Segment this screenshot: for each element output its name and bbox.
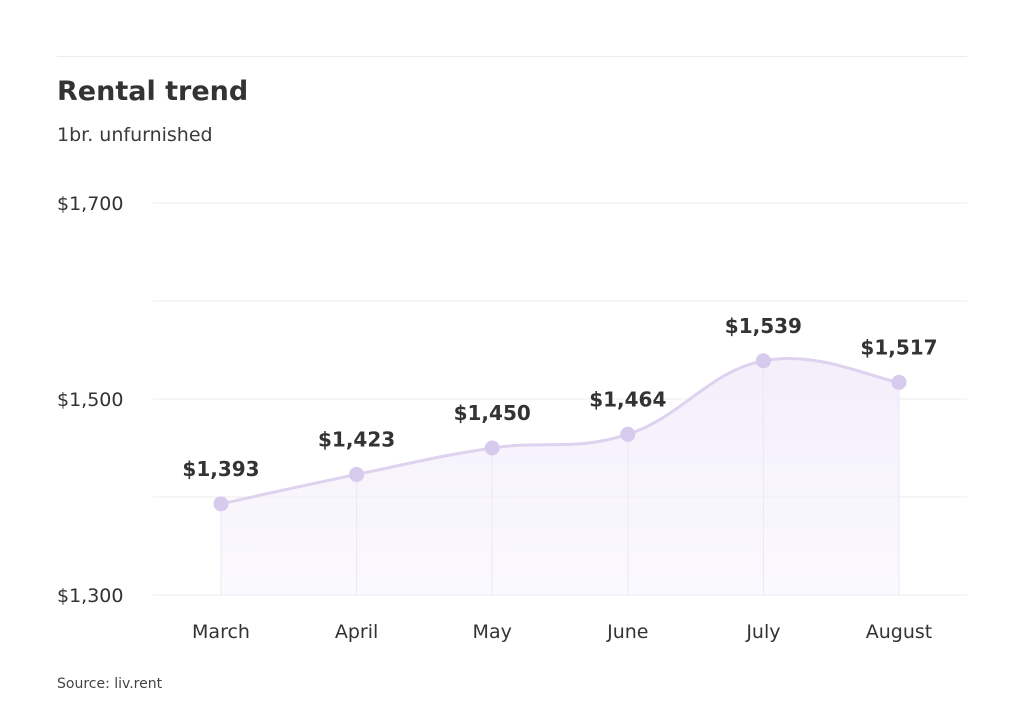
data-label: $1,464 xyxy=(589,387,666,411)
data-label: $1,517 xyxy=(860,335,937,359)
data-point xyxy=(484,440,500,456)
x-tick-label: August xyxy=(866,621,933,643)
y-tick-label: $1,500 xyxy=(57,389,123,411)
area-fill xyxy=(221,358,899,595)
data-point xyxy=(891,374,907,390)
chart-title: Rental trend xyxy=(57,76,249,107)
x-tick-label: April xyxy=(335,621,378,643)
data-point xyxy=(349,466,365,482)
data-label: $1,423 xyxy=(318,427,395,451)
data-point xyxy=(213,496,229,512)
data-label: $1,539 xyxy=(725,314,802,338)
data-point xyxy=(755,353,771,369)
x-tick-label: May xyxy=(473,621,512,643)
y-tick-label: $1,700 xyxy=(57,193,123,215)
data-label: $1,450 xyxy=(454,401,531,425)
source-note: Source: liv.rent xyxy=(57,676,163,692)
chart-subtitle: 1br. unfurnished xyxy=(57,124,213,146)
x-tick-label: June xyxy=(606,621,648,643)
x-tick-label: July xyxy=(745,621,780,643)
x-tick-label: March xyxy=(192,621,250,643)
data-label: $1,393 xyxy=(182,457,259,481)
y-tick-label: $1,300 xyxy=(57,585,123,607)
series-line xyxy=(220,356,900,506)
data-point xyxy=(620,426,636,442)
top-divider xyxy=(57,56,967,57)
